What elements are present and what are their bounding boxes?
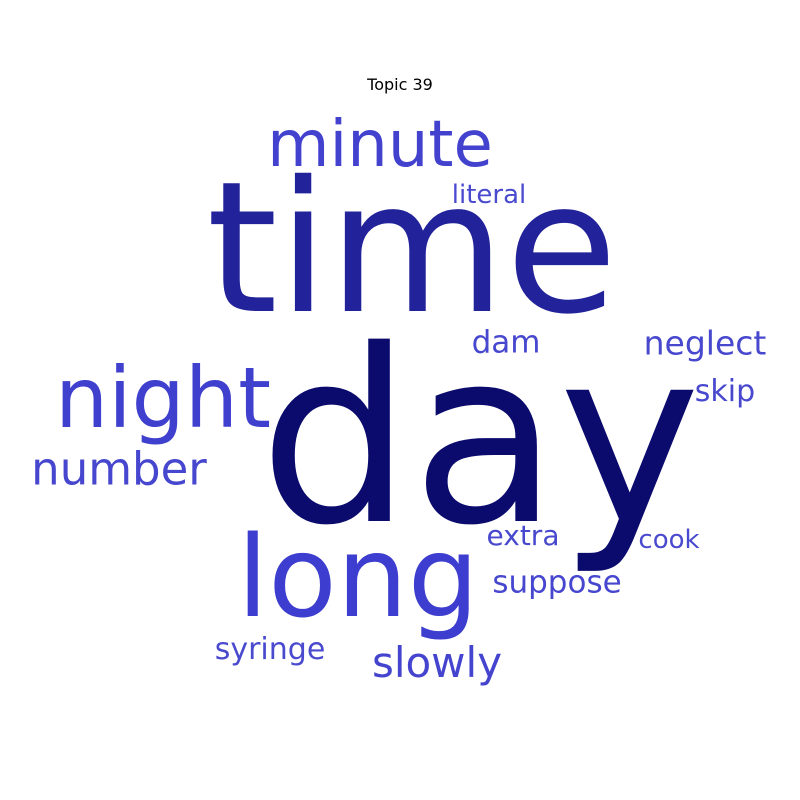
word-literal: literal [451, 180, 527, 210]
word-day: day [259, 298, 701, 578]
word-long: long [237, 513, 479, 643]
word-skip: skip [694, 374, 756, 409]
chart-title: Topic 39 [367, 75, 433, 94]
word-neglect: neglect [643, 323, 767, 363]
word-dam: dam [471, 324, 541, 361]
word-number: number [31, 442, 207, 496]
word-syringe: syringe [214, 632, 326, 667]
word-slowly: slowly [371, 638, 503, 687]
word-time: time [206, 142, 618, 354]
word-extra: extra [486, 519, 560, 552]
word-suppose: suppose [492, 564, 622, 601]
word-cook: cook [638, 525, 700, 555]
word-night: night [54, 349, 272, 447]
word-minute: minute [267, 108, 493, 182]
